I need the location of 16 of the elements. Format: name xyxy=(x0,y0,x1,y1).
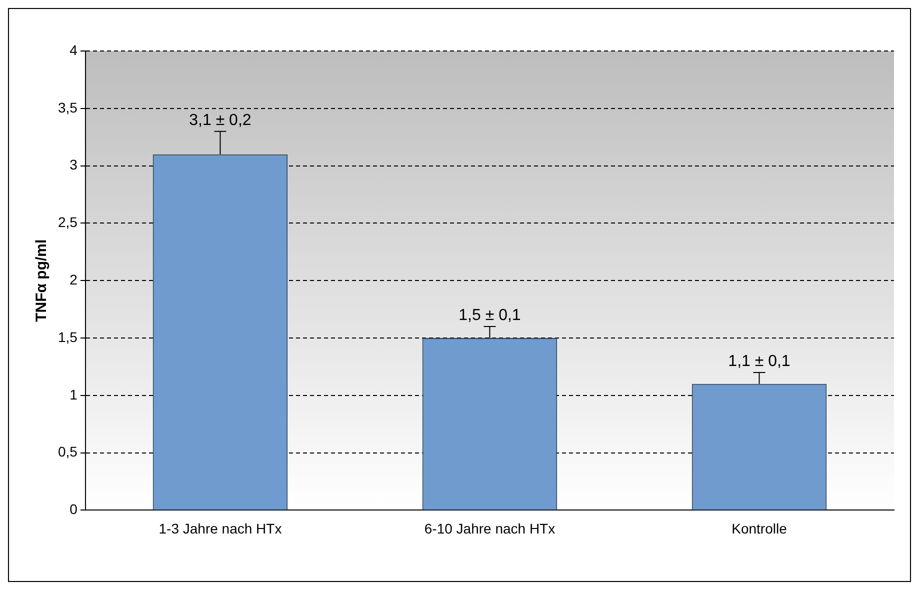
y-tick-label: 1 xyxy=(70,386,78,402)
x-tick-label: 6-10 Jahre nach HTx xyxy=(424,520,556,536)
y-tick-label: 2,5 xyxy=(58,214,78,230)
y-tick-label: 4 xyxy=(70,42,78,58)
data-label: 1,5 ± 0,1 xyxy=(458,306,521,324)
y-tick-label: 2 xyxy=(70,271,78,288)
data-label: 1,1 ± 0,1 xyxy=(728,352,790,370)
x-tick-label: Kontrolle xyxy=(732,520,788,536)
y-tick-label: 0,5 xyxy=(58,444,78,460)
y-axis-title: TNFα pg/ml xyxy=(33,239,50,322)
x-tick-label: 1-3 Jahre nach HTx xyxy=(158,520,282,536)
y-tick-label: 3,5 xyxy=(58,99,78,116)
y-tick-label: 1,5 xyxy=(58,328,78,345)
y-tick-label: 0 xyxy=(70,501,78,518)
data-label: 3,1 ± 0,2 xyxy=(189,112,252,129)
y-tick-label: 3 xyxy=(70,156,78,173)
